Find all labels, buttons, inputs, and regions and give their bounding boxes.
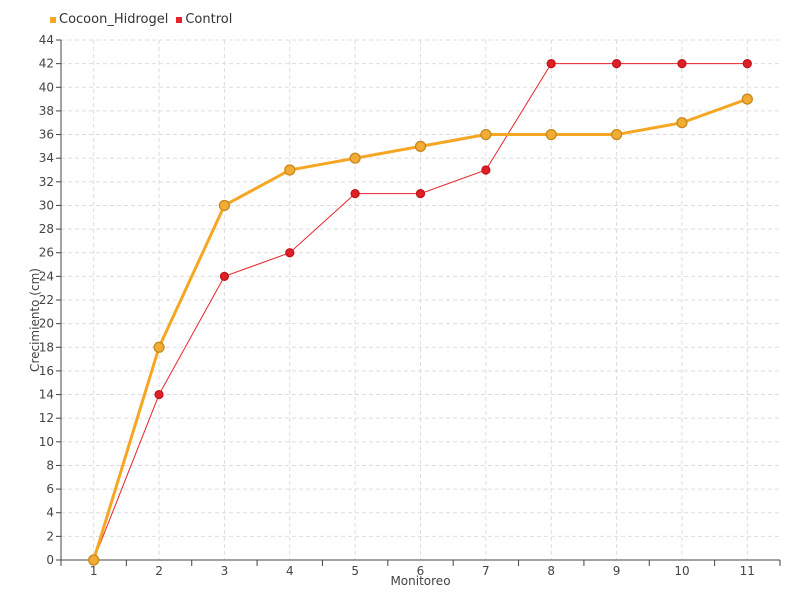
y-tick-label: 34 (39, 151, 54, 165)
y-tick-label: 16 (39, 364, 54, 378)
data-point-series-0 (414, 140, 427, 152)
x-tick-label: 5 (351, 564, 359, 578)
grid-lines (61, 39, 780, 560)
y-tick-label: 12 (39, 411, 54, 425)
data-point-series-1 (742, 59, 752, 69)
x-tick-label: 6 (417, 564, 425, 578)
y-tick-label: 4 (46, 506, 54, 520)
y-tick-label: 6 (46, 482, 54, 496)
data-point-series-1 (219, 271, 230, 281)
data-point-series-1 (154, 389, 164, 400)
y-axis-title: Crecimiento (cm) (28, 268, 42, 372)
legend-label-control: Control (185, 12, 233, 27)
y-tick-label: 30 (39, 198, 54, 212)
data-point-series-0 (88, 554, 100, 566)
legend-item-control[interactable]: Control (176, 12, 232, 27)
y-tick-label: 22 (39, 293, 54, 307)
x-tick-label: 11 (740, 564, 755, 578)
y-tick-label: 2 (46, 529, 54, 543)
legend-item-cocoon-hidrogel[interactable]: Cocoon_Hidrogel (50, 12, 168, 27)
x-axis-title: Monitoreo (390, 574, 450, 588)
data-point-series-1 (350, 189, 360, 199)
data-point-series-0 (610, 128, 623, 141)
chart-legend: Cocoon_Hidrogel Control (50, 12, 232, 27)
y-tick-label: 32 (39, 175, 54, 189)
y-tick-label: 10 (39, 435, 54, 449)
y-tick-label: 40 (39, 80, 54, 94)
x-tick-label: 1 (90, 564, 98, 578)
y-tick-label: 20 (39, 317, 54, 331)
y-tick-label: 38 (39, 104, 54, 118)
data-point-series-1 (415, 189, 426, 199)
x-tick-label: 9 (613, 564, 621, 578)
x-tick-label: 2 (155, 564, 163, 578)
data-point-series-0 (153, 341, 165, 353)
series-layer (88, 59, 753, 566)
data-point-series-1 (481, 165, 491, 175)
y-tick-label: 26 (39, 246, 54, 260)
data-point-series-0 (349, 152, 361, 164)
data-point-series-1 (285, 248, 295, 258)
x-tick-label: 8 (547, 564, 555, 578)
y-tick-label: 44 (39, 33, 54, 47)
data-point-series-1 (546, 59, 556, 69)
y-tick-label: 24 (39, 269, 54, 283)
y-tick-label: 0 (46, 553, 54, 567)
data-point-series-0 (480, 128, 492, 141)
legend-label-cocoon-hidrogel: Cocoon_Hidrogel (59, 12, 169, 27)
data-point-series-1 (611, 59, 622, 69)
data-point-series-0 (218, 199, 231, 212)
x-axis-ticks: 1 2 3 4 5 6 7 8 9 10 11 (60, 560, 781, 578)
y-axis-ticks: 0246810121416182022242628303234363840424… (39, 33, 61, 567)
x-tick-label: 7 (482, 564, 490, 578)
data-point-series-0 (741, 93, 753, 105)
data-point-series-0 (284, 164, 296, 176)
x-tick-label: 4 (286, 564, 294, 578)
data-point-series-0 (545, 128, 557, 141)
y-tick-label: 28 (39, 222, 54, 236)
data-point-series-0 (676, 117, 688, 129)
legend-swatch-cocoon-hidrogel (50, 16, 56, 23)
y-tick-label: 42 (39, 57, 54, 71)
y-tick-label: 18 (39, 340, 54, 354)
y-tick-label: 36 (39, 128, 54, 142)
data-point-series-1 (677, 59, 687, 69)
x-tick-label: 10 (674, 564, 689, 578)
y-tick-label: 14 (39, 388, 54, 402)
x-tick-label: 3 (221, 564, 229, 578)
legend-swatch-control (176, 16, 183, 23)
y-tick-label: 8 (46, 458, 54, 472)
